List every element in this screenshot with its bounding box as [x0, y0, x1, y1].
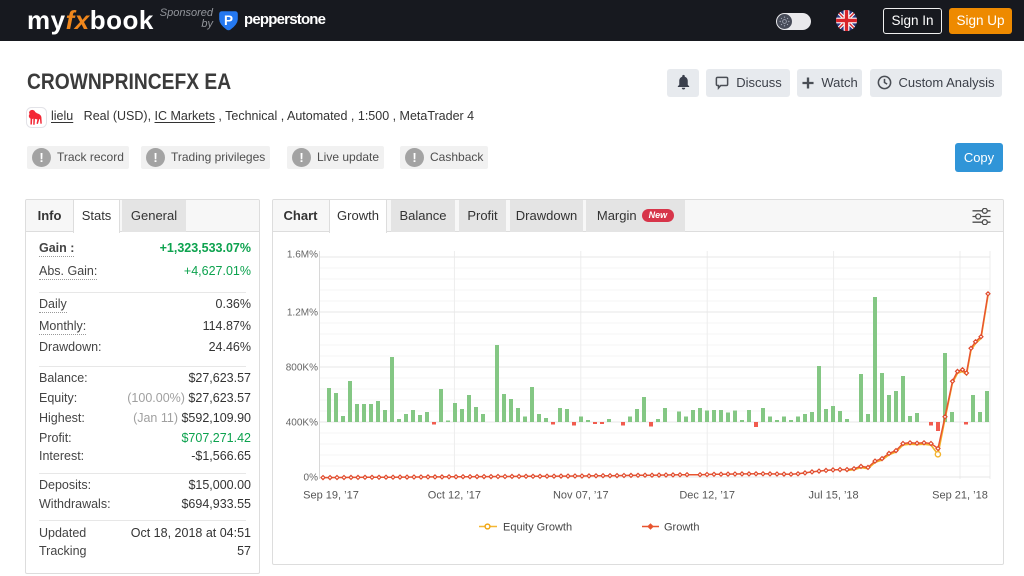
svg-text:800K%: 800K% [286, 363, 318, 374]
svg-text:1.2M%: 1.2M% [287, 308, 318, 319]
svg-text:1.6M%: 1.6M% [287, 250, 318, 261]
svg-text:Equity Growth: Equity Growth [503, 522, 572, 534]
svg-text:Jul 15, ’18: Jul 15, ’18 [809, 490, 859, 502]
svg-text:Growth: Growth [664, 522, 699, 534]
svg-text:Oct 12, ’17: Oct 12, ’17 [428, 490, 481, 502]
svg-text:Sep 21, ’18: Sep 21, ’18 [932, 490, 988, 502]
svg-text:Dec 12, ’17: Dec 12, ’17 [679, 490, 735, 502]
svg-text:0%: 0% [304, 473, 319, 484]
svg-text:400K%: 400K% [286, 418, 318, 429]
svg-text:Nov 07, ’17: Nov 07, ’17 [553, 490, 609, 502]
svg-text:Sep 19, ’17: Sep 19, ’17 [303, 490, 359, 502]
svg-text:P: P [224, 13, 233, 28]
